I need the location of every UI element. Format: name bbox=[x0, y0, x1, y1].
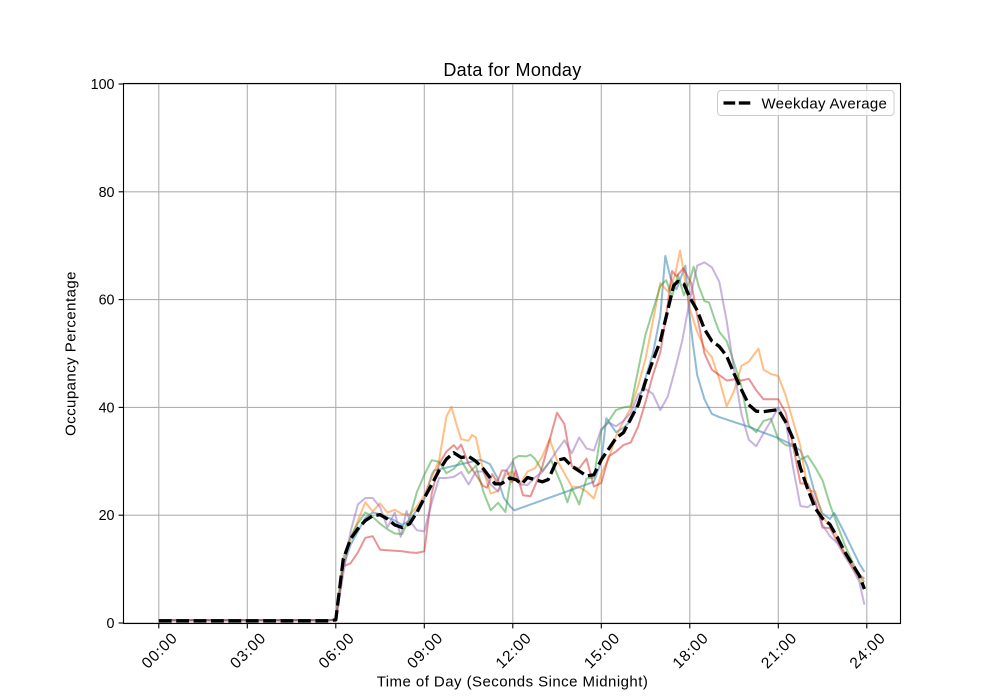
svg-text:Weekday Average: Weekday Average bbox=[762, 95, 888, 112]
svg-text:0: 0 bbox=[107, 616, 115, 632]
svg-text:Occupancy Percentage: Occupancy Percentage bbox=[63, 271, 80, 436]
svg-text:80: 80 bbox=[99, 185, 115, 201]
svg-text:Time of Day (Seconds Since Mid: Time of Day (Seconds Since Midnight) bbox=[377, 674, 649, 691]
svg-text:60: 60 bbox=[99, 293, 115, 309]
svg-text:Data for Monday: Data for Monday bbox=[443, 60, 581, 80]
svg-text:40: 40 bbox=[99, 400, 115, 416]
svg-text:20: 20 bbox=[99, 508, 115, 524]
svg-text:100: 100 bbox=[91, 77, 115, 93]
